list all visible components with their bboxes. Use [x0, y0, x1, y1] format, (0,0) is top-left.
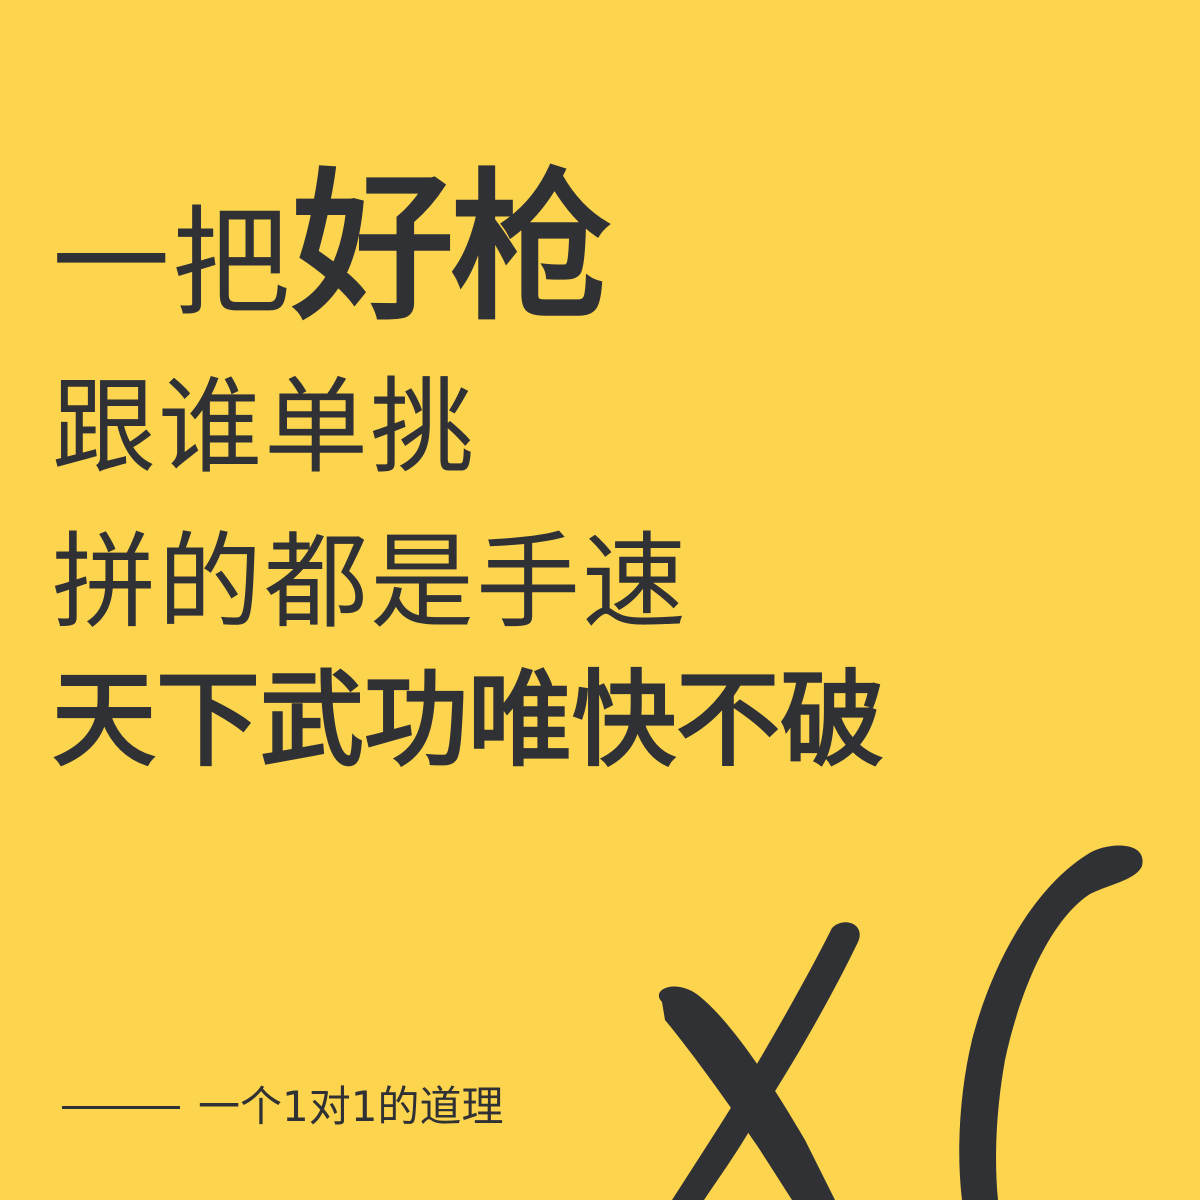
headline-line-3: 拼的都是手速 [52, 521, 689, 643]
headline-line-1-heavy: 好枪 [292, 155, 612, 343]
one-stroke [959, 845, 1143, 1200]
headline-line-4: 天下武功唯快不破 [52, 659, 885, 781]
x-stroke-2 [672, 922, 860, 1200]
footer-tagline: 一个1对1的道理 [62, 1086, 503, 1128]
footer-caption: 一个1对1的道理 [198, 1082, 504, 1131]
headline-line-1-light: 一把 [52, 194, 293, 332]
headline-line-1: 一把好枪 [52, 168, 612, 332]
em-dash-rule [62, 1105, 180, 1109]
x1-brush-mark-icon [658, 845, 1143, 1200]
headline-line-2: 跟谁单挑 [52, 366, 477, 488]
